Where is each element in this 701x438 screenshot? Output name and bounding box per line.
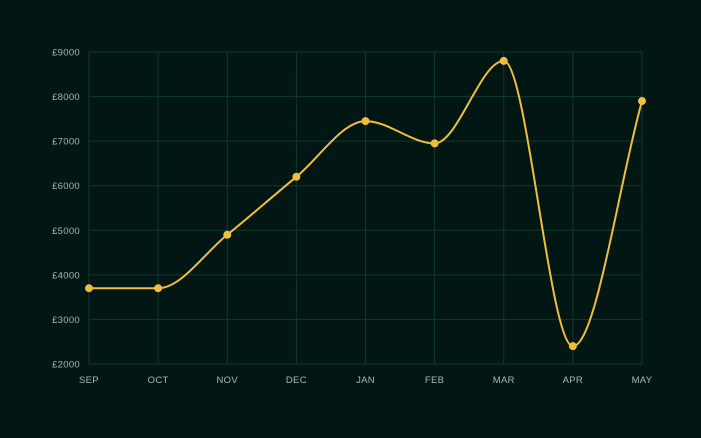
grid (88, 51, 643, 365)
y-tick-label: £9000 (52, 48, 80, 59)
data-point-mar (499, 56, 508, 65)
y-tick-label: £4000 (52, 270, 80, 281)
x-tick-label: JAN (356, 375, 375, 386)
data-point-may (638, 97, 646, 106)
data-point-sep (85, 284, 93, 293)
x-tick-label: OCT (148, 375, 169, 386)
x-tick-label: MAY (632, 375, 653, 386)
data-point-feb (430, 139, 439, 148)
data-point-apr (568, 342, 577, 351)
y-tick-label: £5000 (52, 226, 80, 237)
data-point-jan (361, 117, 370, 126)
data-points (85, 56, 646, 351)
y-axis-tick-labels: £2000 £3000 £4000 £5000 £6000 £7000 £8000 £9000 (52, 48, 80, 371)
data-point-oct (154, 284, 163, 293)
y-tick-label: £2000 (52, 360, 80, 371)
x-tick-label: DEC (286, 375, 307, 386)
x-tick-label: MAR (493, 375, 515, 386)
x-tick-label: NOV (217, 375, 239, 386)
y-tick-label: £8000 (52, 92, 80, 103)
x-axis-tick-labels: SEP OCT NOV DEC JAN FEB MAR APR MAY (79, 375, 653, 386)
y-tick-label: £6000 (52, 181, 80, 192)
y-tick-label: £7000 (52, 137, 80, 148)
x-tick-label: APR (563, 375, 583, 386)
data-point-nov (223, 230, 232, 239)
data-point-dec (292, 172, 301, 181)
y-tick-label: £3000 (52, 315, 80, 326)
x-tick-label: SEP (79, 375, 99, 386)
x-tick-label: FEB (425, 375, 444, 386)
